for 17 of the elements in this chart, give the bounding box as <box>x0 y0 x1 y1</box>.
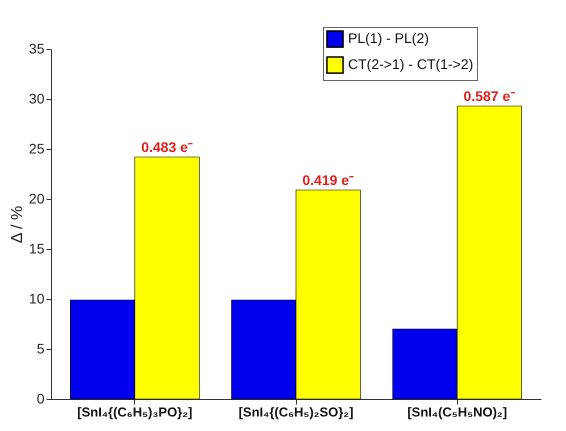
y-tick-label: 25 <box>28 140 45 156</box>
legend-label: PL(1) - PL(2) <box>348 30 429 46</box>
y-axis-title: Δ / % <box>8 206 26 244</box>
x-tick-label: [SnI₄{(C₆H₅)₃PO}₂] <box>77 404 192 420</box>
y-tick-label: 30 <box>28 90 45 106</box>
y-tick-label: 10 <box>28 290 45 306</box>
legend-label: CT(2->1) - CT(1->2) <box>348 56 474 72</box>
x-tick-label: [SnI₄(C₅H₅NO)₂] <box>407 404 508 420</box>
annotation: 0.587 e⁻ <box>464 88 516 104</box>
y-tick-label: 20 <box>28 190 45 206</box>
y-tick-label: 5 <box>36 340 45 356</box>
x-tick-label: [SnI₄{(C₆H₅)₂SO}₂] <box>238 404 354 420</box>
y-tick-label: 15 <box>28 240 45 256</box>
annotation: 0.483 e⁻ <box>141 139 193 155</box>
annotation: 0.419 e⁻ <box>302 172 354 188</box>
y-tick-label: 0 <box>36 390 45 406</box>
y-tick-label: 35 <box>28 40 45 56</box>
